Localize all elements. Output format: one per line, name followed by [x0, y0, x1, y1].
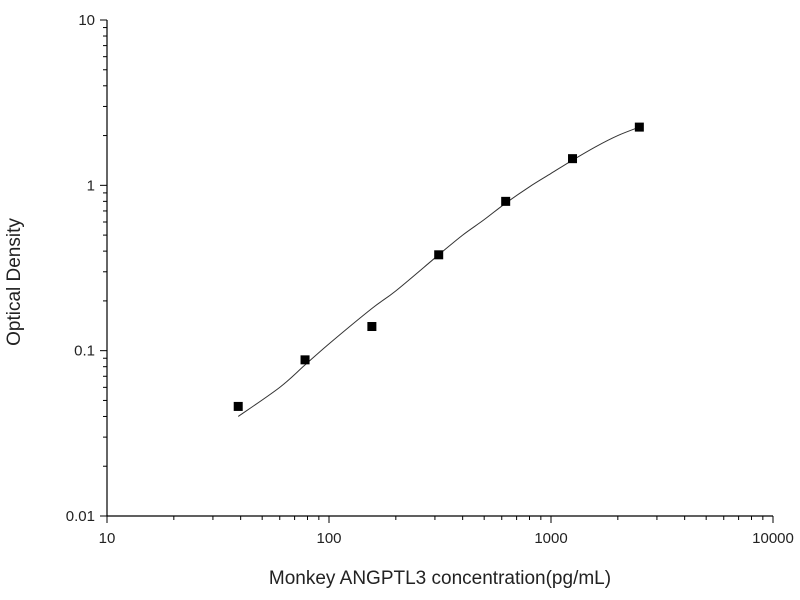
- data-points-group: [233, 122, 644, 411]
- y-tick-label: 0.1: [74, 343, 95, 360]
- x-tick-label: 10000: [752, 530, 794, 547]
- data-point: [300, 355, 310, 365]
- data-point: [233, 401, 243, 411]
- x-tick-label: 1000: [534, 530, 567, 547]
- data-point: [367, 322, 377, 332]
- y-tick-label: 1: [87, 177, 95, 194]
- x-tick-label: 100: [316, 530, 341, 547]
- data-point: [634, 122, 644, 132]
- y-axis-title: Optical Density: [4, 218, 25, 346]
- plot-area: [106, 20, 773, 517]
- y-tick-label: 10: [78, 12, 95, 29]
- fit-curve-group: [237, 126, 640, 417]
- data-point: [501, 196, 511, 206]
- fit-curve: [237, 126, 640, 417]
- x-axis-ticks: 10 100 1000 10000: [99, 516, 794, 547]
- data-point: [434, 250, 444, 260]
- y-tick-label: 0.01: [66, 508, 95, 525]
- data-point: [568, 154, 578, 164]
- x-tick-label: 10: [99, 530, 116, 547]
- y-axis-ticks: 0.01 0.1 1 10: [66, 12, 107, 525]
- x-axis-title: Monkey ANGPTL3 concentration(pg/mL): [269, 568, 611, 589]
